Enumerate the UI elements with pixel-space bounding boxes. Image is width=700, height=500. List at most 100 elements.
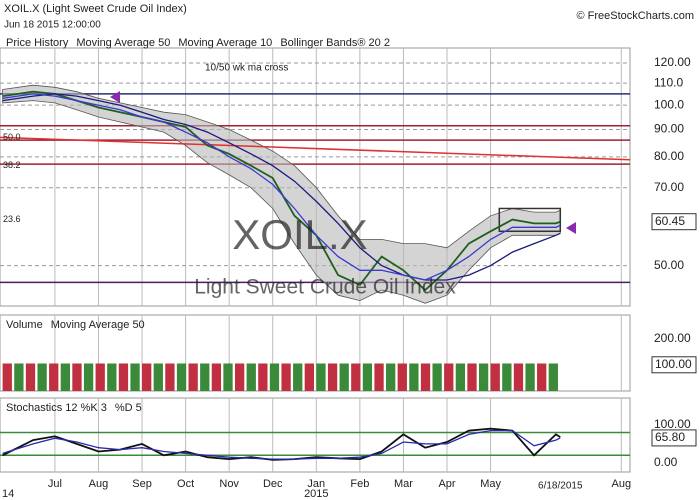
fib-label: 23.6 [3,214,21,224]
year-label: 14 [2,488,14,500]
volume-bar [2,363,12,391]
series-line [2,429,561,460]
x-tick-label: Mar [394,478,413,490]
copyright: © FreeStockCharts.com [576,10,694,22]
datetime: Jun 18 2015 12:00:00 [4,20,101,31]
consolidation-box [498,207,562,233]
volume-bar [478,363,489,391]
last-value-box [651,429,697,447]
volume-bar [176,363,187,391]
volume-bar [502,363,512,391]
volume-bar [420,363,431,391]
y-tick-label: 120.00 [654,55,691,69]
last-value: 60.45 [655,214,685,228]
last-value: 65.80 [655,430,685,444]
volume-bar [374,363,384,391]
x-tick-label: Dec [263,478,283,490]
watermark: XOIL.X [232,211,367,258]
volume-bar [37,363,47,391]
x-tick-label: Jan [307,478,325,490]
volume-bar [200,363,210,391]
legend-entry: Stochastics 12 %K 3 [6,402,107,414]
volume-bar [548,363,558,391]
volume-bar [397,363,407,391]
volume-bar [525,363,535,391]
last-value: 100.00 [655,357,692,371]
last-value-box [651,356,697,374]
volume-bar [153,363,163,391]
x-tick-label: Nov [219,478,239,490]
volume-bar [281,363,291,391]
legend-entry: Moving Average 10 [178,37,272,49]
series-line [2,93,561,281]
volume-bar [269,363,280,391]
x-tick-label: Oct [177,478,194,490]
y-tick-label: 0.00 [654,455,678,469]
volume-bar [537,363,547,391]
volume-bar [432,363,442,391]
y-tick-label: 110.0 [654,75,683,89]
y-tick-label: 100.00 [654,417,691,431]
last-value-box [651,213,697,231]
legend-entry: Price History [6,37,69,49]
panel-subtitle: Moving Average 50 [51,319,145,331]
stoch-frame [0,397,631,473]
volume-bar [165,363,175,391]
volume-bar [107,363,117,391]
volume-bar [246,363,256,391]
y-tick-label: 90.00 [654,122,684,136]
volume-bar [409,363,419,391]
volume-bar [455,363,466,391]
x-tick-label: Aug [89,478,109,490]
y-tick-label: 200.00 [654,331,691,345]
volume-bar [130,363,140,391]
legend-entry: Bollinger Bands® 20 2 [280,37,390,49]
volume-bar [142,363,152,391]
legend-entry: Moving Average 50 [76,37,170,49]
x-tick-label: May [480,478,501,490]
volume-bar [444,363,454,391]
y-tick-label: 70.00 [654,180,684,194]
volume-bar [304,363,314,391]
volume-bar [351,363,361,391]
symbol: XOIL.X (Light Sweet Crude Oil Index) [4,3,187,15]
x-tick-label: Sep [132,478,152,490]
volume-bar [513,363,524,391]
annotation: 10/50 wk ma cross [205,63,288,74]
volume-bar [83,363,94,391]
date-label: 6/18/2015 [538,481,583,492]
volume-bar [293,363,303,391]
volume-bar [327,363,338,391]
volume-bar [72,363,82,391]
volume-frame [0,314,631,392]
price-frame [0,47,631,307]
arrow [110,91,120,103]
fib-label: 38.2 [3,160,21,170]
volume-bar [95,363,105,391]
volume-bar [188,363,198,391]
volume-bar [223,363,233,391]
watermark-subtitle: Light Sweet Crude Oil Index [194,276,456,299]
volume-bar [211,363,222,391]
x-tick-label: Aug [611,478,631,490]
volume-bar [14,363,24,391]
volume-bar [386,363,396,391]
volume-bar [362,363,373,391]
series-line [2,93,561,281]
y-tick-label: 50.00 [654,258,684,272]
volume-bar [490,363,500,391]
volume-bar [467,363,477,391]
volume-bar [118,363,129,391]
y-tick-label: 80.00 [654,149,684,163]
fib-label: 50.0 [3,132,21,142]
x-tick-label: Apr [438,478,455,490]
x-tick-label: Jul [48,478,62,490]
volume-bar [60,363,70,391]
volume-bar [25,363,36,391]
series-line [2,90,561,292]
volume-bar [258,363,268,391]
arrow [566,222,576,234]
year-label: 2015 [304,488,328,500]
